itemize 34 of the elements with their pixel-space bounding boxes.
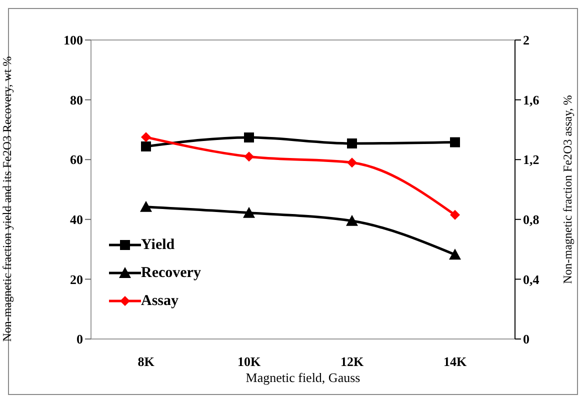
y-tick-label: 20 [70,272,83,287]
y2-tick-label: 0,4 [523,272,540,287]
point [244,152,254,162]
point [141,132,151,142]
point [450,210,460,220]
x-tick-label: 10K [237,354,262,370]
y-tick-label: 80 [70,92,83,108]
x-tick-label: 12K [340,354,364,370]
y-tick-label: 40 [70,212,83,228]
y2-tick-label: 2 [523,32,530,48]
point [346,214,358,226]
x-axis-title: Magnetic field, Gauss [246,370,360,385]
legend-label: Yield [141,236,175,254]
x-tick-label: 14K [443,354,468,370]
legend-label: Assay [141,292,179,310]
y2-tick-label: 1,2 [523,152,540,168]
point [244,132,254,142]
point [140,200,152,212]
y-tick-label: 60 [70,152,83,168]
legend-label: Recovery [141,264,201,282]
y-tick-label: 100 [64,32,83,48]
y-axis-title: Non-magnetic fraction yield and its Fe2O3 Recovery, wt % [0,55,15,344]
y2-axis-title: Non-magnetic fraction Fe2O3 assay, % [560,95,574,284]
y-tick-label: 0 [76,332,83,347]
point [450,137,460,148]
y2-tick-label: 0 [523,332,530,347]
point [347,158,357,168]
point [449,248,461,260]
point [141,141,151,152]
y2-tick-label: 1,6 [523,92,540,108]
x-tick-label: 8K [138,354,156,370]
point [347,138,357,148]
y2-tick-label: 0,8 [523,212,540,228]
point [243,206,255,218]
